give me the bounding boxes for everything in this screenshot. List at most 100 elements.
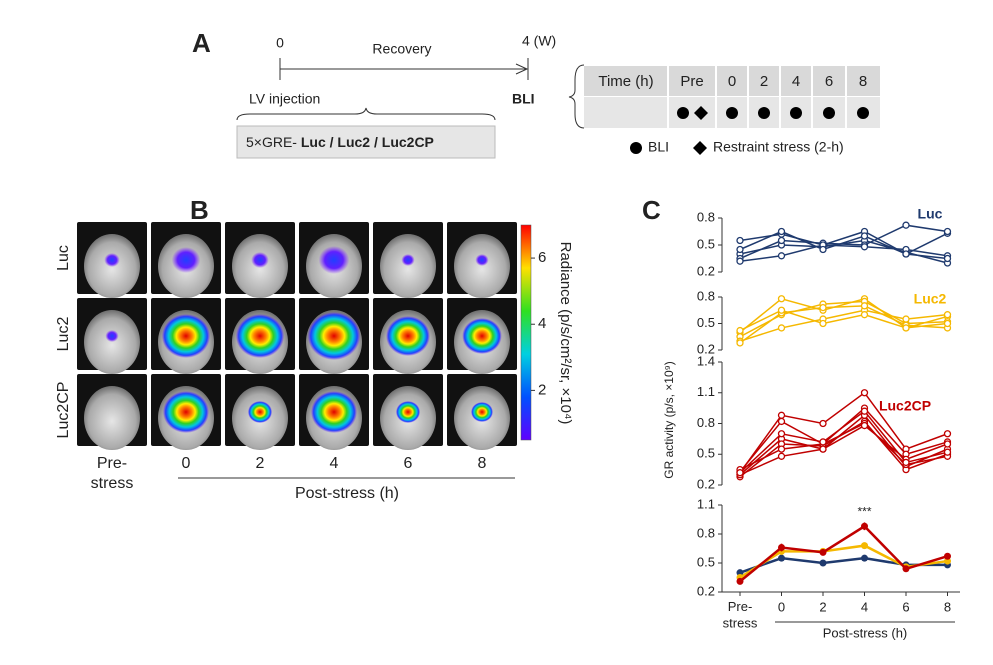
- data-point: [902, 565, 910, 573]
- y-tick-label: 1.4: [697, 353, 715, 368]
- x-tick-label: 8: [944, 599, 951, 614]
- data-point: [777, 452, 786, 460]
- data-point: [860, 243, 869, 251]
- series-label: Luc2: [914, 291, 947, 307]
- panel-label: B: [190, 195, 209, 225]
- data-point: [819, 438, 827, 446]
- charts: 0.2 0.5 0.8 Luc 0.2 0.5 0.8 Luc2 0.2 0.5 0.8 1.1 1.4…: [697, 206, 960, 631]
- column-label: 4: [330, 455, 339, 472]
- data-point: [860, 407, 869, 415]
- y-tick-label: 0.5: [697, 554, 715, 569]
- colorbar: [520, 224, 532, 441]
- brace: [236, 107, 496, 121]
- data-point: [736, 339, 744, 347]
- x-axis-label: Post-stress (h): [823, 625, 908, 640]
- y-axis-label: GR activity (p/s, ×10⁹): [662, 361, 676, 479]
- data-point: [860, 421, 869, 430]
- data-point: [819, 548, 827, 556]
- data-point: [902, 324, 910, 332]
- data-point: [943, 440, 952, 448]
- series-label: Luc: [918, 206, 943, 222]
- signal: [310, 391, 358, 433]
- column-label: 0: [182, 455, 191, 472]
- x-tick-label: Pre-stress: [723, 599, 758, 630]
- column-label: Pre-stress: [91, 455, 134, 492]
- column-label: 6: [404, 455, 413, 472]
- table-header: Time (h): [598, 73, 653, 90]
- data-point: [819, 419, 827, 428]
- timeline-end: 4 (W): [522, 33, 556, 49]
- series-line: [739, 309, 948, 342]
- signal: [251, 252, 269, 268]
- mouse: [84, 386, 140, 450]
- bli-symbol: [758, 107, 770, 119]
- data-point: [777, 430, 786, 438]
- panel-label: A: [192, 28, 211, 58]
- end-event: BLI: [512, 91, 535, 107]
- data-point: [902, 221, 910, 229]
- legend-item: BLI: [648, 139, 669, 155]
- data-point: [861, 522, 868, 530]
- bli-symbol: [677, 107, 689, 119]
- x-tick-label: 6: [902, 599, 909, 614]
- y-tick-label: 0.5: [697, 446, 715, 461]
- x-axis-label: Post-stress (h): [295, 485, 399, 502]
- data-point: [736, 577, 744, 585]
- data-point: [943, 319, 952, 328]
- signal: [401, 254, 415, 266]
- data-point: [777, 252, 786, 260]
- signal: [307, 312, 361, 360]
- bli-symbol: [790, 107, 802, 119]
- y-tick-label: 1.1: [697, 384, 715, 399]
- column-label: 8: [478, 455, 487, 472]
- row-label: Luc2CP: [55, 382, 72, 439]
- series-line: [739, 230, 948, 260]
- data-point: [819, 245, 827, 254]
- data-point: [902, 315, 910, 323]
- data-point: [777, 227, 786, 236]
- series-line: [739, 391, 948, 474]
- timeline-span: Recovery: [372, 41, 431, 57]
- colorbar-tick-label: 2: [538, 381, 546, 398]
- y-tick-label: 0.5: [697, 236, 715, 251]
- table-header: 2: [760, 73, 768, 90]
- signal: [105, 330, 119, 342]
- row-label: Luc: [55, 245, 72, 271]
- signal: [235, 314, 285, 358]
- series-line: [739, 524, 948, 583]
- y-tick-label: 0.8: [697, 415, 715, 430]
- data-point: [819, 445, 827, 453]
- series-line: [739, 244, 948, 262]
- row-label: Luc2: [55, 317, 72, 352]
- signal: [161, 314, 211, 358]
- image-grid: Luc Luc2 Luc2CP Pre-stress 0 2 4 6 8: [55, 222, 517, 492]
- y-tick-label: 0.2: [697, 263, 715, 278]
- legend-item: Restraint stress (2-h): [713, 139, 844, 155]
- series-label: Luc2CP: [879, 398, 931, 414]
- data-point: [902, 458, 910, 467]
- signal: [471, 402, 493, 422]
- data-point: [777, 236, 786, 245]
- y-tick-label: 0.8: [697, 525, 715, 540]
- column-label: 2: [256, 455, 265, 472]
- timeline-start: 0: [276, 35, 284, 51]
- schedule-table: Time (h) Pre 0 2 4 6 8: [584, 66, 880, 128]
- colorbar-tick-label: 6: [538, 249, 546, 266]
- data-point: [943, 227, 952, 236]
- data-point: [861, 542, 868, 550]
- brace: [568, 64, 585, 129]
- signal: [171, 247, 201, 273]
- signal: [162, 391, 210, 433]
- bli-symbol: [726, 107, 738, 119]
- series-line: [739, 424, 948, 476]
- data-point: [777, 417, 786, 426]
- panel-label: C: [642, 195, 661, 225]
- colorbar-label: Radiance (p/s/cm²/sr, ×10⁴): [557, 242, 574, 425]
- signal: [104, 253, 120, 267]
- signal: [462, 318, 502, 354]
- data-point: [777, 295, 786, 303]
- data-point: [943, 311, 952, 319]
- y-tick-label: 1.1: [697, 496, 715, 511]
- start-event: LV injection: [249, 91, 320, 107]
